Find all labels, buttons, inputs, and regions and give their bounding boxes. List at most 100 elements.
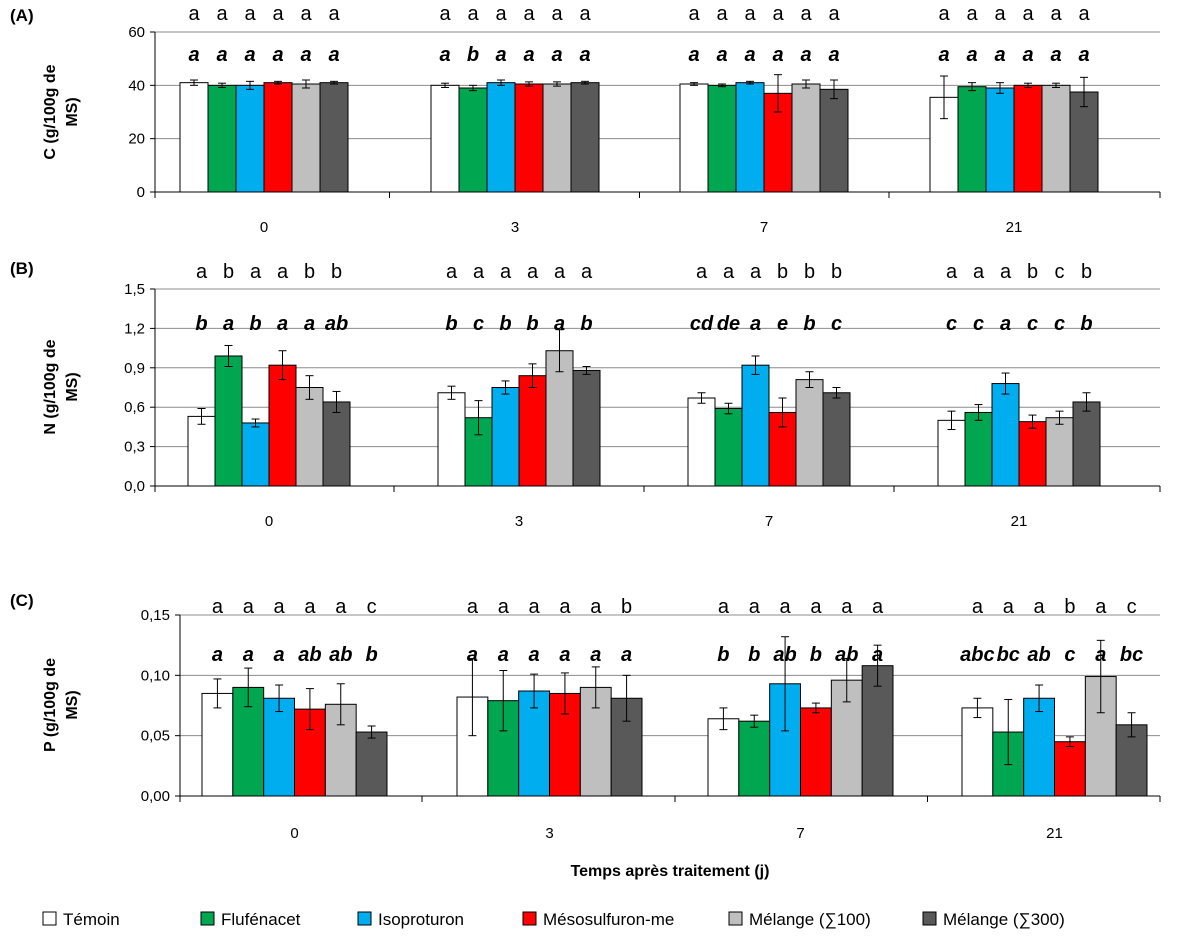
bar — [822, 392, 851, 487]
significance-letter: a — [716, 3, 728, 25]
bar — [268, 364, 297, 487]
legend-label: Mésosulfuron-me — [543, 910, 674, 929]
significance-letter: a — [551, 3, 563, 25]
significance-letter-italic: a — [300, 44, 311, 66]
significance-letter: c — [1055, 261, 1065, 283]
significance-letter-italic: bc — [1120, 644, 1143, 666]
significance-letter-italic: ab — [325, 313, 348, 335]
x-axis-title: Temps après traitement (j) — [571, 863, 770, 880]
significance-letter: a — [274, 596, 286, 618]
significance-letter-italic: a — [188, 44, 199, 66]
bar — [241, 422, 270, 487]
significance-letter: a — [872, 596, 884, 618]
x-tick-label: 0 — [290, 825, 298, 842]
bar — [542, 83, 572, 193]
significance-letter: a — [212, 596, 224, 618]
significance-letter-italic: a — [467, 644, 478, 666]
x-tick-label: 21 — [1046, 825, 1063, 842]
significance-letter: a — [467, 3, 479, 25]
significance-letter: a — [559, 596, 571, 618]
significance-letter-italic: b — [803, 313, 815, 335]
significance-letter: a — [244, 3, 256, 25]
significance-letter-italic: a — [750, 313, 761, 335]
significance-letter-italic: a — [559, 644, 570, 666]
significance-letter-italic: a — [938, 44, 949, 66]
significance-letter: a — [1003, 596, 1015, 618]
bar — [735, 82, 765, 193]
significance-letter-italic: a — [1095, 644, 1106, 666]
significance-letter-italic: a — [579, 44, 590, 66]
significance-letter: a — [272, 3, 284, 25]
significance-letter: b — [304, 261, 315, 283]
significance-letter-italic: a — [304, 313, 315, 335]
significance-letter: b — [1064, 596, 1075, 618]
significance-letter-italic: a — [688, 44, 699, 66]
significance-letter: a — [579, 3, 591, 25]
significance-letter-italic: c — [1064, 644, 1075, 666]
bar — [741, 364, 770, 487]
bar — [795, 379, 824, 487]
significance-letter-italic: b — [499, 313, 511, 335]
significance-letter: a — [772, 3, 784, 25]
bar — [707, 718, 740, 797]
y-axis-title-line: N (g/100g de — [42, 339, 59, 434]
bar — [179, 82, 209, 193]
significance-letter-italic: a — [274, 644, 285, 666]
significance-letter-italic: a — [872, 644, 883, 666]
x-tick-label: 7 — [796, 825, 804, 842]
significance-letter-italic: a — [495, 44, 506, 66]
legend-label: Mélange (∑100) — [749, 910, 871, 929]
significance-letter: a — [527, 261, 539, 283]
y-axis-title-line: P (g/100g de — [42, 658, 59, 752]
significance-letter-italic: a — [994, 44, 1005, 66]
y-tick-label: 0,05 — [141, 728, 170, 745]
significance-letter: b — [831, 261, 842, 283]
y-axis-title-line: MS) — [64, 690, 81, 719]
bar — [1054, 741, 1086, 797]
bar — [291, 83, 321, 193]
significance-letter: b — [1081, 261, 1092, 283]
y-tick-label: 0,9 — [124, 360, 145, 377]
bar — [486, 82, 516, 193]
y-tick-label: 0,6 — [124, 399, 145, 416]
significance-letter-italic: a — [277, 313, 288, 335]
bar — [355, 731, 388, 797]
significance-letter-italic: b — [445, 313, 457, 335]
bar — [991, 383, 1020, 487]
bar — [961, 707, 994, 797]
legend-label: Mélange (∑300) — [943, 910, 1065, 929]
bar — [1041, 84, 1071, 193]
bar — [201, 692, 234, 797]
significance-letter: a — [529, 596, 541, 618]
significance-letter-italic: a — [716, 44, 727, 66]
significance-letter: a — [994, 3, 1006, 25]
bar — [430, 84, 460, 193]
significance-letter-italic: a — [590, 644, 601, 666]
significance-letter: a — [446, 261, 458, 283]
significance-letter: a — [828, 3, 840, 25]
x-tick-label: 3 — [545, 825, 553, 842]
significance-letter: a — [277, 261, 289, 283]
significance-letter-italic: a — [828, 44, 839, 66]
significance-letter: b — [1027, 261, 1038, 283]
significance-letter: a — [216, 3, 228, 25]
y-tick-label: 1,2 — [124, 320, 145, 337]
significance-letter: a — [304, 596, 316, 618]
significance-letter-italic: b — [580, 313, 592, 335]
significance-letter-italic: a — [966, 44, 977, 66]
significance-letter: a — [972, 596, 984, 618]
significance-letter: a — [439, 3, 451, 25]
significance-letter: a — [841, 596, 853, 618]
y-axis-title: C (g/100g de MS) — [42, 64, 81, 159]
chart-panel: (B)N (g/100g de MS)0,00,30,60,91,21,50abb… — [10, 259, 1161, 530]
significance-letter-italic: b — [467, 44, 479, 66]
significance-letter-italic: b — [810, 644, 822, 666]
significance-letter-italic: a — [243, 644, 254, 666]
significance-letter: a — [498, 596, 510, 618]
bar — [322, 401, 351, 487]
y-tick-label: 1,5 — [124, 281, 145, 298]
bar — [819, 88, 849, 193]
legend-swatch — [728, 911, 743, 926]
significance-letter: a — [495, 3, 507, 25]
bar — [207, 84, 237, 193]
